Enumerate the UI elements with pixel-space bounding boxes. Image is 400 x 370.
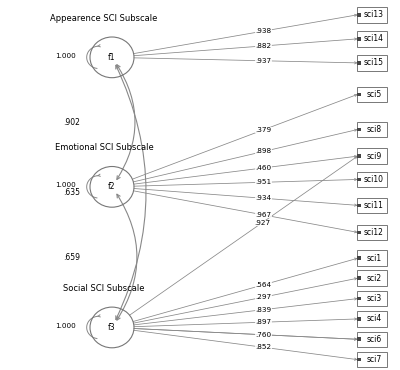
Text: Social SCI Subscale: Social SCI Subscale xyxy=(63,284,145,293)
Text: .635: .635 xyxy=(64,188,80,197)
FancyBboxPatch shape xyxy=(357,276,361,280)
FancyBboxPatch shape xyxy=(357,154,361,158)
FancyBboxPatch shape xyxy=(357,7,387,23)
Text: .937: .937 xyxy=(256,58,272,64)
FancyBboxPatch shape xyxy=(357,256,361,260)
Text: .967: .967 xyxy=(256,212,272,218)
FancyBboxPatch shape xyxy=(357,122,387,137)
FancyBboxPatch shape xyxy=(357,92,361,96)
FancyBboxPatch shape xyxy=(357,31,387,47)
Text: .934: .934 xyxy=(256,195,272,201)
Text: .951: .951 xyxy=(256,179,272,185)
Text: sci8: sci8 xyxy=(366,125,382,134)
Text: 1.000: 1.000 xyxy=(55,182,76,188)
FancyBboxPatch shape xyxy=(357,270,387,286)
Text: sci11: sci11 xyxy=(364,201,384,210)
Text: .460: .460 xyxy=(256,165,272,171)
Text: sci3: sci3 xyxy=(366,294,382,303)
Text: sci13: sci13 xyxy=(364,10,384,19)
Text: Emotional SCI Subscale: Emotional SCI Subscale xyxy=(55,144,153,152)
Text: Appearence SCI Subscale: Appearence SCI Subscale xyxy=(50,14,158,23)
FancyBboxPatch shape xyxy=(357,225,387,240)
Text: f1: f1 xyxy=(108,53,116,62)
FancyBboxPatch shape xyxy=(357,55,387,71)
Text: sci14: sci14 xyxy=(364,34,384,43)
Text: .379: .379 xyxy=(255,127,271,133)
FancyBboxPatch shape xyxy=(357,172,387,187)
Text: .902: .902 xyxy=(64,118,80,127)
FancyBboxPatch shape xyxy=(357,198,387,213)
FancyBboxPatch shape xyxy=(357,128,361,131)
Text: .898: .898 xyxy=(255,148,272,155)
FancyBboxPatch shape xyxy=(357,13,361,17)
Text: sci4: sci4 xyxy=(366,314,382,323)
Text: f2: f2 xyxy=(108,182,116,191)
FancyBboxPatch shape xyxy=(357,332,387,347)
Text: 1.000: 1.000 xyxy=(55,323,76,329)
Text: sci12: sci12 xyxy=(364,228,384,237)
Text: .938: .938 xyxy=(256,28,272,34)
Text: .927: .927 xyxy=(254,220,270,226)
FancyBboxPatch shape xyxy=(357,204,361,207)
Text: .882: .882 xyxy=(256,43,272,49)
Text: .760: .760 xyxy=(256,332,272,338)
Text: sci15: sci15 xyxy=(364,58,384,67)
FancyBboxPatch shape xyxy=(357,317,361,321)
Text: .659: .659 xyxy=(64,253,80,262)
FancyBboxPatch shape xyxy=(357,148,387,164)
FancyBboxPatch shape xyxy=(357,61,361,65)
FancyBboxPatch shape xyxy=(357,231,361,234)
FancyBboxPatch shape xyxy=(357,337,361,341)
Text: sci7: sci7 xyxy=(366,355,382,364)
FancyBboxPatch shape xyxy=(357,352,387,367)
Text: .839: .839 xyxy=(256,307,272,313)
FancyBboxPatch shape xyxy=(357,358,361,361)
Text: sci2: sci2 xyxy=(366,274,382,283)
FancyBboxPatch shape xyxy=(357,178,361,181)
FancyBboxPatch shape xyxy=(357,250,387,266)
Text: sci9: sci9 xyxy=(366,152,382,161)
Text: .564: .564 xyxy=(255,282,271,288)
Text: sci1: sci1 xyxy=(366,254,382,263)
Text: f3: f3 xyxy=(108,323,116,332)
Text: .852: .852 xyxy=(256,344,272,350)
Text: sci10: sci10 xyxy=(364,175,384,184)
FancyBboxPatch shape xyxy=(357,297,361,300)
Text: 1.000: 1.000 xyxy=(55,53,76,58)
FancyBboxPatch shape xyxy=(357,37,361,41)
FancyBboxPatch shape xyxy=(357,87,387,102)
Text: .297: .297 xyxy=(256,294,272,300)
Text: .897: .897 xyxy=(256,319,272,325)
FancyBboxPatch shape xyxy=(357,311,387,327)
FancyBboxPatch shape xyxy=(357,291,387,306)
Text: sci5: sci5 xyxy=(366,90,382,99)
Text: sci6: sci6 xyxy=(366,335,382,344)
